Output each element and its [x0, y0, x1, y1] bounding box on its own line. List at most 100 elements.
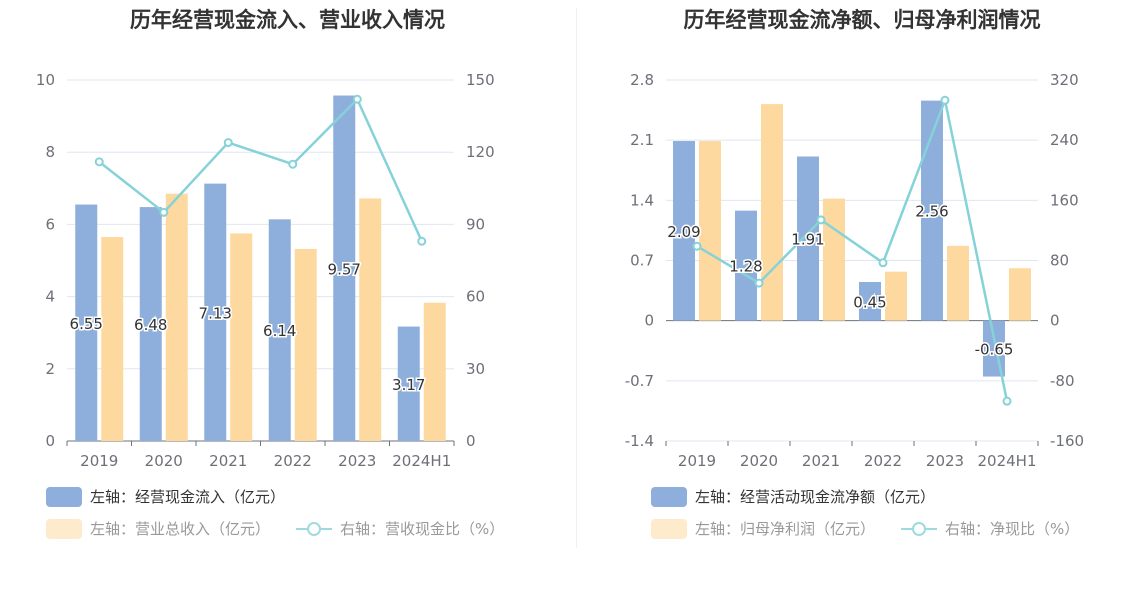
bar-series-2 [1009, 268, 1031, 321]
bar-series-2 [294, 248, 317, 441]
legend-swatch-orange [651, 518, 687, 539]
x-axis-tick-label: 2021 [802, 452, 840, 470]
bar-series-1 [268, 219, 291, 441]
data-label: 1.28 [729, 258, 762, 276]
data-label: 6.55 [70, 315, 103, 333]
bar-series-1 [921, 100, 943, 321]
data-label: 2.56 [915, 203, 948, 221]
line-point [288, 159, 298, 169]
legend-item-bar2[interactable]: 左轴：归母净利润（亿元） [651, 518, 875, 539]
bar-series-2 [699, 141, 721, 321]
right-axis-tick-label: 0 [1050, 312, 1060, 330]
bar-series-1 [735, 210, 757, 321]
line-point [692, 241, 702, 251]
data-label: 3.17 [392, 376, 425, 394]
bar-series-1 [333, 95, 356, 441]
data-label: 6.48 [134, 316, 167, 334]
legend-item-line[interactable]: 右轴：营收现金比（%） [296, 518, 504, 539]
left-axis-tick-label: 1.4 [630, 191, 654, 209]
line-series [98, 97, 423, 242]
x-axis-tick-label: 2023 [926, 452, 964, 470]
bar-series-2 [230, 233, 253, 441]
line-point [159, 207, 169, 217]
line-point [1002, 396, 1012, 406]
line-series [696, 95, 1009, 402]
legend-label: 右轴：净现比（%） [945, 520, 1080, 538]
left-axis-tick-label: -1.4 [625, 432, 654, 450]
left-axis-tick-label: 0.7 [630, 252, 654, 270]
bar-series-2 [823, 198, 845, 321]
legend-line-icon [901, 519, 937, 539]
data-label: -0.65 [975, 341, 1014, 359]
x-axis-tick-label: 2022 [864, 452, 902, 470]
line-point [816, 215, 826, 225]
bar-series-2 [885, 271, 907, 321]
x-axis-tick-label: 2019 [678, 452, 716, 470]
legend-swatch-orange [46, 518, 82, 539]
legend-item-bar1[interactable]: 左轴：经营活动现金流净额（亿元） [651, 486, 935, 507]
data-label: 0.45 [853, 293, 886, 311]
line-point [754, 278, 764, 288]
data-label: 1.91 [791, 231, 824, 249]
bar-series-2 [761, 104, 783, 321]
data-label: 9.57 [328, 260, 361, 278]
left-axis-tick-label: 0 [644, 312, 654, 330]
legend-item-line[interactable]: 右轴：净现比（%） [901, 518, 1079, 539]
right-axis-tick-label: -80 [1050, 372, 1075, 390]
bar-series-2 [359, 198, 382, 441]
right-axis-tick-label: 150 [466, 71, 495, 89]
left-axis-tick-label: 6 [45, 215, 55, 233]
legend-label: 左轴：归母净利润（亿元） [695, 520, 876, 538]
legend-label: 左轴：营业总收入（亿元） [90, 520, 271, 538]
right-axis-tick-label: 0 [466, 432, 476, 450]
data-label: 2.09 [667, 223, 700, 241]
legend-label: 右轴：营收现金比（%） [340, 520, 505, 538]
x-axis-tick-label: 2023 [338, 452, 376, 470]
left-axis-tick-label: 2.8 [630, 71, 654, 89]
legend-item-bar1[interactable]: 左轴：经营现金流入（亿元） [46, 486, 285, 507]
chart-title: 历年经营现金流净额、归母净利润情况 [683, 8, 1041, 32]
bar-series-1 [75, 204, 98, 441]
bar-series-1 [797, 156, 819, 321]
x-axis-tick-label: 2020 [740, 452, 778, 470]
left-axis-tick-label: 10 [36, 71, 55, 89]
left-axis-tick-label: 0 [45, 432, 55, 450]
legend-swatch-blue [651, 486, 687, 507]
line-point [223, 138, 233, 148]
line-point [878, 258, 888, 268]
legend-label: 左轴：经营现金流入（亿元） [90, 488, 286, 506]
line-point [352, 94, 362, 104]
right-axis-tick-label: 30 [466, 360, 485, 378]
right-axis-tick-label: 240 [1050, 131, 1079, 149]
right-axis-tick-label: 60 [466, 288, 485, 306]
left-axis-tick-label: -0.7 [625, 372, 654, 390]
x-axis-tick-label: 2022 [274, 452, 312, 470]
x-axis-tick-label: 2020 [145, 452, 183, 470]
data-label: 6.14 [263, 322, 296, 340]
x-axis-tick-label: 2024H1 [978, 452, 1037, 470]
chart-plot-area: -1.4 -160 -0.7 -80 0 0 0.7 80 1.4 160 2.1 240 2.8 320… [625, 71, 1084, 470]
bar-series-1 [139, 207, 162, 441]
chart-panel-left: 历年经营现金流入、营业收入情况 0 0 2 30 4 60 6 90 8 120 10 150 2019… [0, 0, 575, 560]
legend-swatch-blue [46, 486, 82, 507]
right-axis-tick-label: 90 [466, 215, 485, 233]
legend-item-bar2[interactable]: 左轴：营业总收入（亿元） [46, 518, 270, 539]
data-label: 7.13 [199, 304, 232, 322]
line-point [940, 95, 950, 105]
line-point [417, 236, 427, 246]
right-axis-tick-label: 120 [466, 143, 495, 161]
chart-panel-right: 历年经营现金流净额、归母净利润情况 -1.4 -160 -0.7 -80 0 0 0.7 80… [577, 0, 1147, 560]
bar-series-2 [947, 245, 969, 321]
x-axis-tick-label: 2024H1 [392, 452, 451, 470]
chart-plot-area: 0 0 2 30 4 60 6 90 8 120 10 150 2019 2020 2021 2022 2023… [36, 71, 495, 470]
left-axis-tick-label: 2.1 [630, 131, 654, 149]
bar-series-2 [423, 302, 446, 441]
bar-series-1 [859, 281, 881, 321]
bar-series-1 [397, 326, 420, 441]
right-axis-tick-label: -160 [1050, 432, 1084, 450]
bar-series-1 [673, 141, 695, 321]
panel-divider [576, 8, 577, 548]
x-axis-tick-label: 2021 [209, 452, 247, 470]
left-axis-tick-label: 2 [45, 360, 55, 378]
legend-label: 左轴：经营活动现金流净额（亿元） [695, 488, 936, 506]
